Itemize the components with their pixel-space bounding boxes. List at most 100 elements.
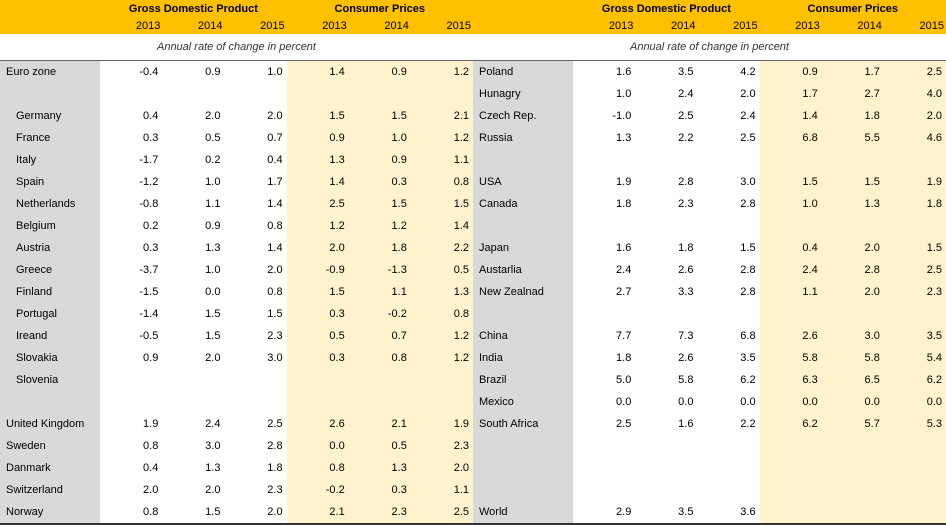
cpi-cell [287,83,349,105]
gdp-cell: 1.9 [100,413,162,435]
table-row: Hunagry1.02.42.01.72.74.0 [473,83,946,105]
country-cell: Japan [473,237,573,259]
country-cell: France [0,127,100,149]
gdp-cell: 0.4 [100,457,162,479]
gdp-cell: 6.8 [697,325,759,347]
cpi-cell [822,149,884,171]
table-row: Slovenia [0,369,473,391]
table-row: China7.77.36.82.63.03.5 [473,325,946,347]
cpi-cell: 0.9 [349,61,411,84]
cpi-cell: 5.5 [822,127,884,149]
gdp-cell [697,479,759,501]
gdp-cell: 1.3 [162,457,224,479]
country-cell: Ireand [0,325,100,347]
gdp-cell: 1.4 [224,193,286,215]
table-row [473,479,946,501]
country-cell: Danmark [0,457,100,479]
cpi-cell: 2.0 [287,237,349,259]
year: 2014 [162,18,224,34]
cpi-cell [760,479,822,501]
cpi-cell: 1.5 [884,237,946,259]
cpi-cell: 1.0 [760,193,822,215]
cpi-cell: 1.5 [287,105,349,127]
gdp-header: Gross Domestic Product [573,0,759,18]
cpi-cell: 0.7 [349,325,411,347]
cpi-cell: 1.3 [411,281,473,303]
country-cell: Slovakia [0,347,100,369]
gdp-cell: 0.4 [100,105,162,127]
gdp-cell: 2.4 [635,83,697,105]
right-table: Gross Domestic Product Consumer Prices 2… [473,0,946,525]
cpi-cell: 1.1 [411,149,473,171]
gdp-cell: 1.6 [635,413,697,435]
gdp-cell: -3.7 [100,259,162,281]
cpi-cell: 2.4 [760,259,822,281]
table-row: Slovakia0.92.03.00.30.81.2 [0,347,473,369]
cpi-cell: 1.1 [349,281,411,303]
year: 2013 [573,18,635,34]
cpi-cell: 0.3 [349,479,411,501]
gdp-cell: 1.0 [573,83,635,105]
gdp-cell: 0.0 [635,391,697,413]
table-row [473,457,946,479]
gdp-cell: 3.0 [697,171,759,193]
gdp-cell: 2.0 [224,105,286,127]
country-cell: Netherlands [0,193,100,215]
country-cell: Finland [0,281,100,303]
gdp-cell [162,391,224,413]
cpi-cell: 1.5 [822,171,884,193]
gdp-cell [224,369,286,391]
gdp-cell: 2.5 [224,413,286,435]
country-cell [0,391,100,413]
country-cell: Belgium [0,215,100,237]
gdp-cell: 1.5 [162,303,224,325]
cpi-cell: 0.0 [822,391,884,413]
gdp-cell: 2.5 [573,413,635,435]
gdp-cell [635,149,697,171]
gdp-cell [635,479,697,501]
gdp-cell: 3.5 [635,501,697,524]
country-cell [473,149,573,171]
cpi-cell: 2.6 [287,413,349,435]
gdp-cell: 4.2 [697,61,759,84]
cpi-cell: 1.5 [411,193,473,215]
table-row: World2.93.53.6 [473,501,946,524]
gdp-cell: -1.7 [100,149,162,171]
gdp-cell: 1.0 [162,171,224,193]
cpi-cell: 2.0 [822,237,884,259]
gdp-cell: 0.4 [224,149,286,171]
cpi-cell [760,149,822,171]
gdp-cell: 1.8 [573,347,635,369]
cpi-cell [411,391,473,413]
cpi-cell [411,83,473,105]
country-cell: India [473,347,573,369]
country-cell: USA [473,171,573,193]
cpi-cell: 1.4 [760,105,822,127]
gdp-cell: 0.0 [162,281,224,303]
table-row [0,391,473,413]
cpi-cell: 1.7 [760,83,822,105]
table-row: South Africa2.51.62.26.25.75.3 [473,413,946,435]
table-row: Brazil5.05.86.26.36.56.2 [473,369,946,391]
cpi-cell: 1.9 [411,413,473,435]
gdp-cell: 0.2 [162,149,224,171]
cpi-cell [822,215,884,237]
cpi-cell [884,457,946,479]
subheader: Annual rate of change in percent [0,34,473,61]
country-cell: New Zealnad [473,281,573,303]
cpi-cell: 0.3 [287,347,349,369]
table-row [473,435,946,457]
year: 2015 [697,18,759,34]
cpi-cell: 1.2 [411,61,473,84]
cpi-cell: 2.5 [411,501,473,524]
gdp-cell: 2.3 [635,193,697,215]
gdp-cell: 1.4 [224,237,286,259]
cpi-cell: 1.2 [349,215,411,237]
cpi-cell: 1.9 [884,171,946,193]
cpi-cell: 3.5 [884,325,946,347]
cpi-cell: 0.8 [349,347,411,369]
gdp-cell: 2.6 [635,347,697,369]
country-cell: Mexico [473,391,573,413]
country-cell [473,435,573,457]
year: 2013 [287,18,349,34]
